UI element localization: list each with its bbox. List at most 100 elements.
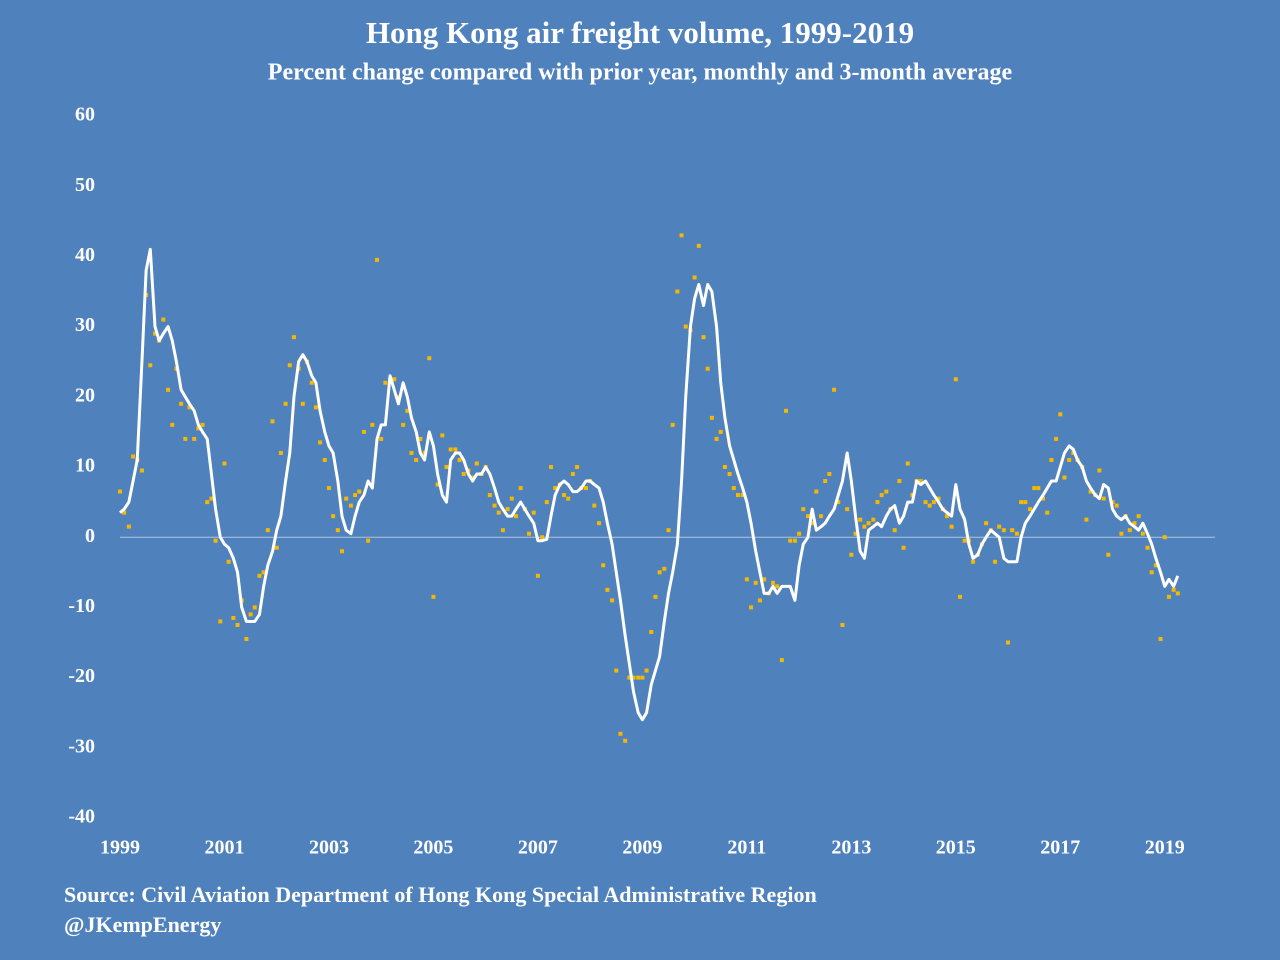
monthly-point	[709, 415, 714, 420]
monthly-point	[840, 622, 845, 627]
monthly-point	[366, 538, 371, 543]
average-line	[119, 247, 1180, 722]
x-tick-label: 2001	[204, 837, 244, 859]
monthly-point	[344, 496, 349, 501]
monthly-point	[431, 594, 436, 599]
monthly-point	[309, 380, 314, 385]
monthly-point	[662, 566, 667, 571]
monthly-point	[805, 514, 810, 519]
monthly-point	[518, 486, 523, 491]
monthly-point	[492, 503, 497, 508]
monthly-point	[666, 528, 671, 533]
monthly-point	[161, 317, 166, 322]
monthly-point	[122, 510, 127, 515]
monthly-point	[1166, 594, 1171, 599]
monthly-point	[544, 500, 549, 505]
monthly-point	[283, 401, 288, 406]
monthly-point	[453, 447, 458, 452]
monthly-point	[200, 422, 205, 427]
y-tick-label: -20	[68, 665, 95, 687]
monthly-point	[862, 524, 867, 529]
monthly-point	[226, 559, 231, 564]
monthly-point	[461, 472, 466, 477]
monthly-point	[692, 275, 697, 280]
monthly-point	[744, 577, 749, 582]
x-tick-label: 2015	[936, 837, 976, 859]
monthly-point	[631, 675, 636, 680]
monthly-point	[670, 422, 675, 427]
monthly-point	[858, 517, 863, 522]
monthly-point	[248, 612, 253, 617]
x-tick-label: 2011	[727, 837, 766, 859]
monthly-point	[701, 335, 706, 340]
monthly-point	[592, 503, 597, 508]
monthly-point	[1101, 496, 1106, 501]
monthly-point	[749, 605, 754, 610]
x-tick-label: 2017	[1040, 837, 1080, 859]
monthly-point	[470, 475, 475, 480]
monthly-point	[1114, 503, 1119, 508]
monthly-point	[474, 461, 479, 466]
monthly-point	[566, 496, 571, 501]
x-tick-label: 2013	[831, 837, 871, 859]
monthly-point	[331, 514, 336, 519]
monthly-point	[762, 577, 767, 582]
monthly-point	[300, 401, 305, 406]
monthly-point	[832, 387, 837, 392]
monthly-point	[1158, 636, 1163, 641]
monthly-point	[148, 363, 153, 368]
monthly-point	[527, 531, 532, 536]
monthly-point	[836, 500, 841, 505]
monthly-point	[892, 528, 897, 533]
monthly-point	[1006, 640, 1011, 645]
monthly-point	[414, 457, 419, 462]
monthly-point	[313, 405, 318, 410]
monthly-point	[605, 587, 610, 592]
monthly-point	[675, 289, 680, 294]
monthly-point	[810, 521, 815, 526]
monthly-point	[1162, 535, 1167, 540]
monthly-point	[553, 486, 558, 491]
monthly-point	[1171, 587, 1176, 592]
monthly-point	[649, 629, 654, 634]
monthly-point	[231, 615, 236, 620]
y-tick-label: 40	[75, 244, 95, 266]
y-tick-label: 50	[75, 174, 95, 196]
chart-subtitle: Percent change compared with prior year,…	[268, 60, 1013, 86]
x-tick-label: 2009	[622, 837, 662, 859]
monthly-point	[1175, 591, 1180, 596]
monthly-point	[379, 436, 384, 441]
y-tick-label: 30	[75, 314, 95, 336]
monthly-point	[727, 472, 732, 477]
monthly-point	[1019, 500, 1024, 505]
monthly-point	[884, 489, 889, 494]
monthly-point	[601, 563, 606, 568]
monthly-point	[235, 622, 240, 627]
monthly-point	[427, 356, 432, 361]
monthly-point	[740, 493, 745, 498]
monthly-point	[435, 482, 440, 487]
monthly-point	[274, 545, 279, 550]
monthly-point	[1036, 486, 1041, 491]
monthly-point	[905, 461, 910, 466]
monthly-point	[187, 405, 192, 410]
monthly-point	[784, 408, 789, 413]
monthly-point	[575, 465, 580, 469]
monthly-point	[714, 436, 719, 441]
monthly-point	[722, 465, 727, 469]
monthly-point	[244, 636, 249, 641]
monthly-point	[448, 447, 453, 452]
monthly-point	[797, 531, 802, 536]
monthly-point	[962, 538, 967, 543]
credit: @JKempEnergy	[64, 912, 221, 937]
monthly-point	[1145, 545, 1150, 550]
monthly-point	[1088, 489, 1093, 494]
monthly-point	[401, 422, 406, 427]
monthly-point	[597, 521, 602, 526]
monthly-point	[640, 675, 645, 680]
monthly-point	[1149, 570, 1154, 575]
monthly-point	[1067, 457, 1072, 462]
monthly-point	[326, 486, 331, 491]
monthly-point	[166, 387, 171, 392]
